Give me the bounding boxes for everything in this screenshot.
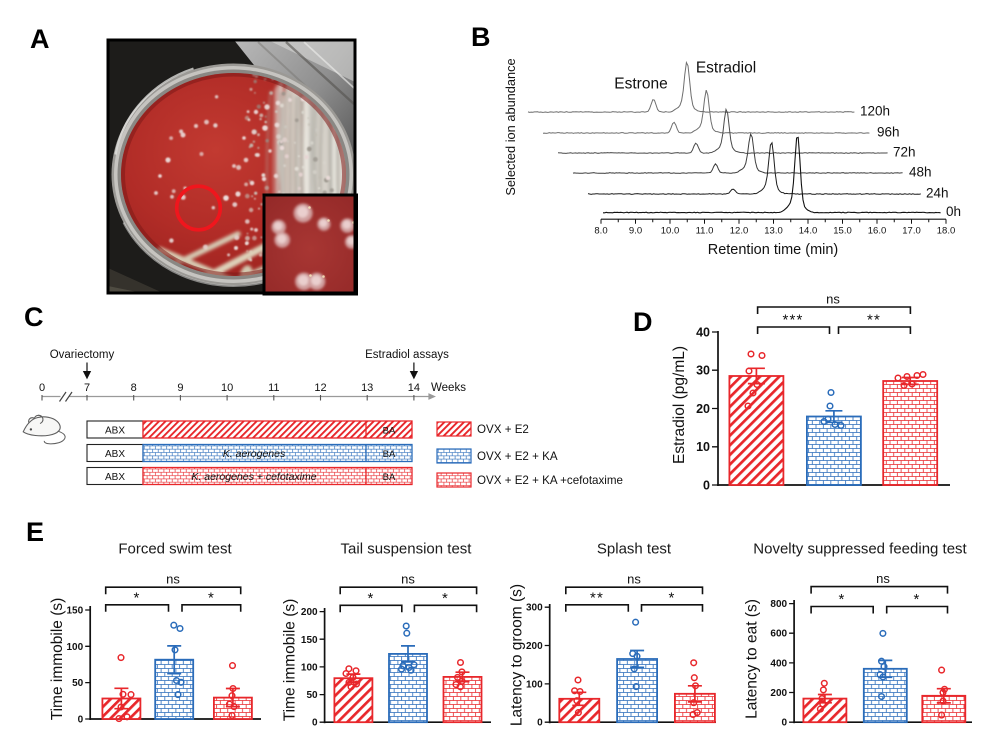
svg-text:E: E: [26, 517, 44, 547]
svg-text:100: 100: [301, 662, 318, 673]
svg-text:BA: BA: [383, 449, 396, 460]
svg-text:OVX + E2 + KA: OVX + E2 + KA: [477, 450, 558, 463]
svg-text:13: 13: [361, 382, 373, 394]
svg-text:18.0: 18.0: [937, 226, 956, 237]
svg-text:10.0: 10.0: [661, 226, 680, 237]
svg-text:ABX: ABX: [105, 472, 125, 483]
svg-text:**: **: [867, 312, 881, 329]
svg-text:48h: 48h: [909, 165, 932, 180]
svg-text:Selected ion abundance: Selected ion abundance: [503, 58, 518, 195]
svg-text:Forced swim test: Forced swim test: [118, 541, 232, 558]
svg-text:K. aerogenes + cefotaxime: K. aerogenes + cefotaxime: [191, 471, 316, 483]
svg-text:*: *: [668, 589, 675, 606]
svg-text:OVX + E2 + KA +cefotaxime: OVX + E2 + KA +cefotaxime: [477, 474, 623, 487]
svg-text:Ovariectomy: Ovariectomy: [50, 349, 115, 361]
svg-text:150: 150: [301, 635, 318, 646]
svg-text:100: 100: [67, 642, 84, 653]
svg-text:200: 200: [301, 607, 318, 618]
svg-text:0: 0: [782, 718, 788, 729]
svg-text:0: 0: [703, 478, 710, 492]
svg-text:16.0: 16.0: [868, 226, 887, 237]
svg-text:200: 200: [526, 641, 543, 652]
svg-text:9: 9: [177, 382, 183, 394]
svg-text:Novelty suppressed feeding tes: Novelty suppressed feeding test: [753, 541, 967, 558]
svg-text:150: 150: [67, 606, 84, 617]
svg-text:ns: ns: [826, 292, 840, 307]
svg-text:Time immobile (s): Time immobile (s): [49, 598, 66, 721]
svg-text:ns: ns: [627, 572, 641, 587]
svg-text:0: 0: [537, 718, 543, 729]
svg-text:800: 800: [770, 599, 787, 610]
svg-text:*: *: [913, 591, 920, 608]
svg-text:Estradiol assays: Estradiol assays: [365, 349, 449, 361]
svg-text:50: 50: [72, 678, 84, 689]
svg-text:0: 0: [312, 718, 318, 729]
svg-text:Retention time (min): Retention time (min): [708, 242, 839, 258]
svg-text:17.0: 17.0: [902, 226, 921, 237]
svg-text:7: 7: [84, 382, 90, 394]
svg-text:*: *: [442, 590, 449, 607]
svg-text:40: 40: [696, 325, 710, 339]
svg-text:0: 0: [78, 715, 84, 726]
svg-text:A: A: [30, 24, 50, 54]
svg-text:9.0: 9.0: [629, 226, 642, 237]
svg-text:100: 100: [526, 679, 543, 690]
svg-text:Tail suspension test: Tail suspension test: [341, 541, 473, 558]
svg-text:400: 400: [770, 658, 787, 669]
svg-text:Estrone: Estrone: [614, 76, 667, 93]
svg-text:*: *: [838, 591, 845, 608]
svg-text:200: 200: [770, 688, 787, 699]
svg-text:K. aerogenes: K. aerogenes: [223, 448, 286, 460]
svg-text:8.0: 8.0: [594, 226, 607, 237]
svg-text:BA: BA: [383, 425, 396, 436]
svg-text:Splash test: Splash test: [597, 541, 672, 558]
svg-text:0h: 0h: [946, 204, 961, 219]
svg-text:Weeks: Weeks: [431, 382, 466, 394]
svg-text:ABX: ABX: [105, 426, 125, 437]
svg-text:30: 30: [696, 364, 710, 378]
svg-text:Latency to groom (s): Latency to groom (s): [509, 584, 526, 726]
svg-text:72h: 72h: [893, 145, 916, 160]
svg-text:120h: 120h: [860, 104, 890, 119]
svg-text:8: 8: [131, 382, 137, 394]
svg-text:15.0: 15.0: [833, 226, 852, 237]
svg-text:12: 12: [314, 382, 326, 394]
svg-text:BA: BA: [383, 472, 396, 483]
svg-text:ns: ns: [876, 571, 890, 586]
svg-text:Latency to eat (s): Latency to eat (s): [744, 599, 761, 719]
svg-text:B: B: [471, 22, 491, 52]
svg-text:20: 20: [696, 402, 710, 416]
svg-text:13.0: 13.0: [764, 226, 783, 237]
svg-text:24h: 24h: [926, 186, 949, 201]
svg-text:10: 10: [696, 440, 710, 454]
svg-text:Time immobile (s): Time immobile (s): [282, 599, 299, 722]
svg-text:Estradiol (pg/mL): Estradiol (pg/mL): [671, 346, 688, 464]
svg-text:96h: 96h: [877, 125, 900, 140]
svg-text:ABX: ABX: [105, 449, 125, 460]
svg-text:11.0: 11.0: [696, 226, 714, 237]
svg-text:*: *: [367, 590, 374, 607]
svg-text:**: **: [590, 589, 604, 606]
svg-text:10: 10: [221, 382, 233, 394]
svg-text:C: C: [24, 302, 44, 332]
svg-text:50: 50: [306, 690, 318, 701]
svg-text:11: 11: [268, 382, 279, 394]
svg-text:300: 300: [526, 603, 543, 614]
svg-text:0: 0: [39, 382, 45, 394]
svg-text:14: 14: [408, 382, 420, 394]
svg-text:***: ***: [782, 312, 803, 329]
svg-text:OVX + E2: OVX + E2: [477, 423, 529, 436]
svg-text:*: *: [208, 589, 215, 606]
svg-text:*: *: [133, 589, 140, 606]
svg-text:600: 600: [770, 629, 787, 640]
svg-text:ns: ns: [166, 572, 180, 587]
svg-text:D: D: [633, 307, 653, 337]
svg-text:Estradiol: Estradiol: [696, 60, 756, 77]
svg-text:ns: ns: [401, 572, 415, 587]
svg-text:12.0: 12.0: [730, 226, 749, 237]
svg-text:14.0: 14.0: [799, 226, 818, 237]
